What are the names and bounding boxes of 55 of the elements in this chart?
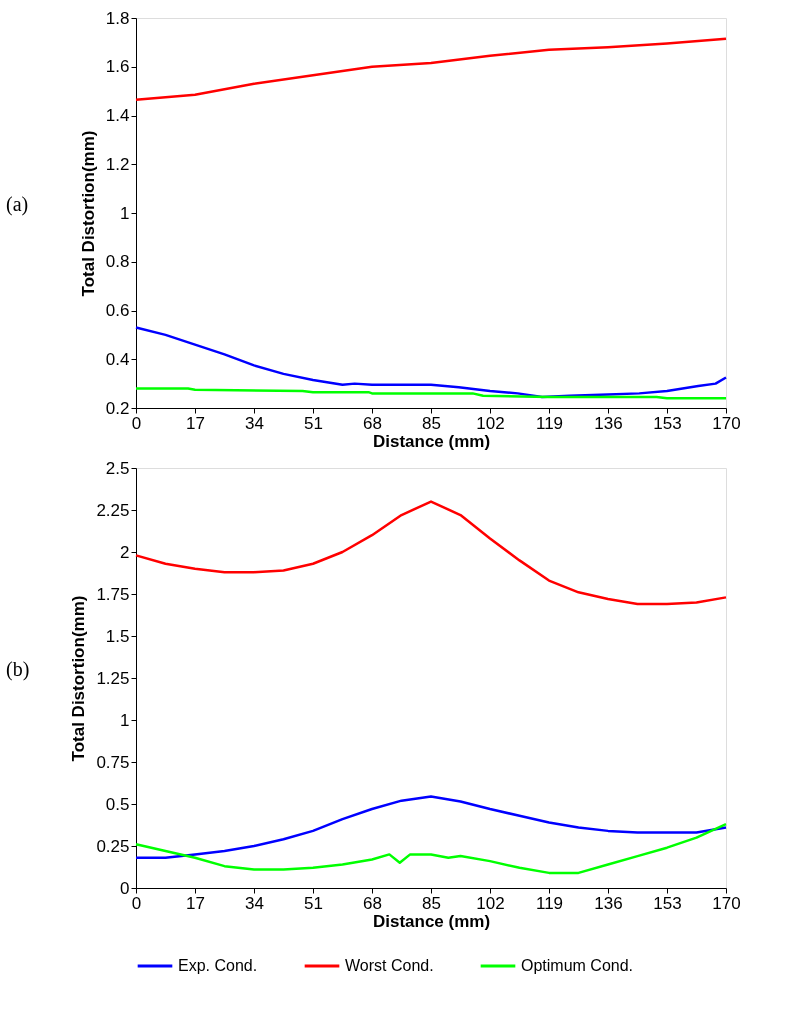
line-series — [134, 326, 728, 399]
y-tick-label: 2.5 — [105, 458, 130, 478]
y-tick-label: 1 — [120, 203, 130, 223]
x-axis-title: Distance (mm) — [372, 431, 491, 451]
x-tick-label: 51 — [304, 893, 323, 913]
y-axis-title: Total Distortion(mm) — [78, 130, 98, 297]
legend-label: Optimum Cond. — [521, 957, 634, 974]
y-tick-label: 0 — [120, 878, 130, 898]
y-tick-label: 0.2 — [105, 398, 130, 418]
y-axis-title: Total Distortion(mm) — [69, 595, 89, 762]
y-tick-label: 1.8 — [105, 8, 130, 28]
text: (b) — [6, 657, 30, 681]
line-series — [134, 387, 728, 400]
x-tick-label: 170 — [712, 893, 741, 913]
y-tick-label: 1.75 — [96, 584, 130, 604]
x-tick-label: 17 — [186, 893, 205, 913]
y-tick-label: 0.5 — [105, 794, 130, 814]
x-tick-label: 68 — [363, 413, 382, 433]
line-series — [134, 500, 728, 606]
y-tick-label: 0.8 — [105, 252, 130, 272]
y-tick-label: 2.25 — [96, 500, 130, 520]
line-series — [134, 822, 728, 875]
x-axis-title: Distance (mm) — [372, 911, 491, 931]
x-tick-label: 17 — [186, 413, 205, 433]
y-tick-label: 1.4 — [105, 106, 130, 125]
y-tick-label: 1 — [120, 710, 130, 730]
y-tick-label: 0.6 — [105, 301, 130, 320]
x-tick-label: 102 — [476, 413, 505, 433]
x-tick-label: 85 — [422, 413, 441, 433]
line-series — [134, 37, 728, 101]
x-tick-label: 119 — [535, 893, 564, 913]
y-tick-label: 1.25 — [96, 668, 130, 688]
x-tick-label: 102 — [476, 893, 505, 913]
y-tick-label: 0.25 — [96, 836, 130, 856]
x-tick-label: 34 — [245, 893, 264, 913]
y-tick-label: 0.75 — [96, 752, 130, 772]
y-tick-label: 2 — [120, 542, 130, 562]
text: (a) — [6, 193, 29, 217]
x-tick-label: 68 — [363, 893, 382, 913]
legend-label: Exp. Cond. — [178, 957, 258, 974]
legend-label: Worst Cond. — [345, 957, 434, 974]
x-tick-label: 136 — [594, 893, 623, 913]
y-tick-label: 0.4 — [105, 349, 130, 369]
x-tick-label: 153 — [653, 893, 682, 913]
x-tick-label: 153 — [653, 413, 682, 433]
x-tick-label: 136 — [594, 413, 623, 433]
y-tick-label: 1.2 — [105, 154, 130, 174]
y-tick-label: 1.5 — [105, 626, 130, 646]
x-tick-label: 34 — [245, 413, 264, 433]
x-tick-label: 119 — [535, 413, 564, 433]
line-series — [134, 795, 728, 860]
y-tick-label: 1.6 — [105, 57, 130, 77]
x-tick-label: 51 — [304, 413, 323, 433]
x-tick-label: 85 — [422, 893, 441, 913]
x-tick-label: 170 — [712, 413, 741, 433]
